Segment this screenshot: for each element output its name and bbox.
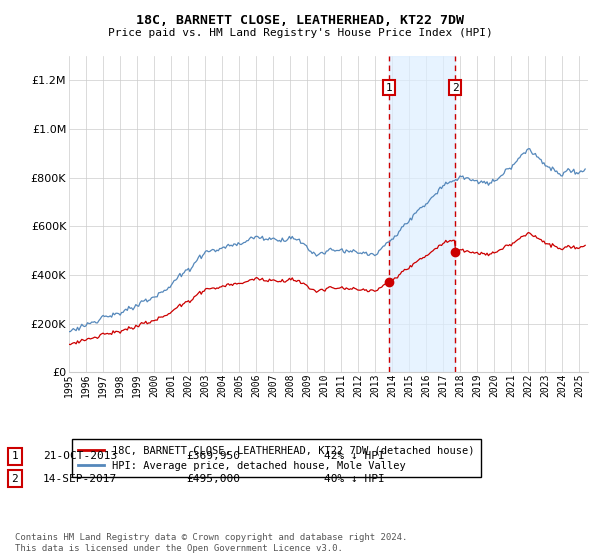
Text: £495,000: £495,000	[186, 474, 240, 484]
Text: 2: 2	[452, 83, 458, 92]
Text: 42% ↓ HPI: 42% ↓ HPI	[324, 451, 385, 461]
Text: 40% ↓ HPI: 40% ↓ HPI	[324, 474, 385, 484]
Text: 1: 1	[386, 83, 392, 92]
Bar	[389, 56, 455, 372]
Legend: 18C, BARNETT CLOSE, LEATHERHEAD, KT22 7DW (detached house), HPI: Average price, : 18C, BARNETT CLOSE, LEATHERHEAD, KT22 7D…	[71, 439, 481, 477]
Text: Contains HM Land Registry data © Crown copyright and database right 2024.
This d: Contains HM Land Registry data © Crown c…	[15, 533, 407, 553]
Text: 14-SEP-2017: 14-SEP-2017	[43, 474, 118, 484]
Text: £369,950: £369,950	[186, 451, 240, 461]
Text: 1: 1	[11, 451, 19, 461]
Text: 21-OCT-2013: 21-OCT-2013	[43, 451, 118, 461]
Text: 18C, BARNETT CLOSE, LEATHERHEAD, KT22 7DW: 18C, BARNETT CLOSE, LEATHERHEAD, KT22 7D…	[136, 14, 464, 27]
Text: 2: 2	[11, 474, 19, 484]
Text: Price paid vs. HM Land Registry's House Price Index (HPI): Price paid vs. HM Land Registry's House …	[107, 28, 493, 38]
